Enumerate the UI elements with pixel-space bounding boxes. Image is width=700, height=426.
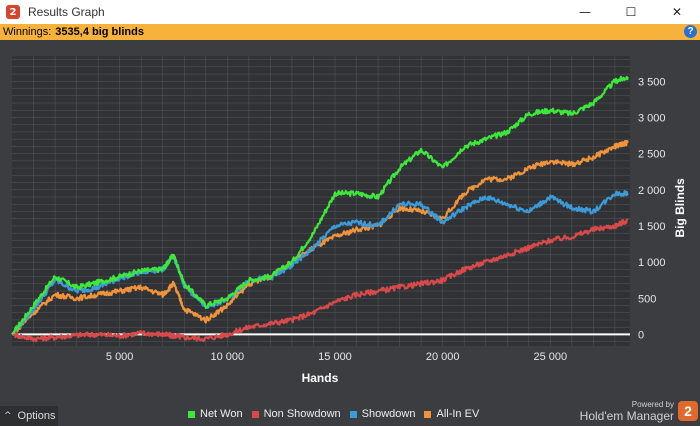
legend-item-all-in-ev[interactable]: All-In EV <box>424 408 479 420</box>
options-label: Options <box>17 410 56 422</box>
graph-area: 0 500 1 000 1 500 2 000 2 500 3 000 3 500 5 000… <box>0 40 700 426</box>
y-tick-label: 3 000 <box>638 112 666 124</box>
legend-swatch <box>251 410 259 418</box>
x-tick-label: 5 000 <box>106 351 134 363</box>
x-tick-label: 25 000 <box>533 351 567 363</box>
plot-background <box>12 56 630 346</box>
legend-label: Non Showdown <box>263 408 341 420</box>
window-controls: — ☐ ✕ <box>562 0 700 24</box>
winnings-value: 3535,4 big blinds <box>55 26 144 38</box>
y-tick-label: 2 500 <box>638 149 666 161</box>
x-axis-ticks: 5 000 10 000 15 000 20 000 25 000 <box>106 351 567 363</box>
winnings-bar: Winnings: 3535,4 big blinds ? <box>0 24 700 40</box>
options-button[interactable]: ^ Options <box>0 406 58 426</box>
series-line-showdown <box>11 190 629 336</box>
winnings-label: Winnings: <box>3 26 52 38</box>
results-chart: 0 500 1 000 1 500 2 000 2 500 3 000 3 500 5 000… <box>11 56 687 385</box>
chevron-up-icon: ^ <box>4 411 12 421</box>
help-icon[interactable]: ? <box>684 25 697 38</box>
series-lines <box>11 75 629 343</box>
brand-name: Hold'em Manager <box>579 409 674 423</box>
x-axis-label: Hands <box>302 371 339 385</box>
y-tick-label: 3 500 <box>638 76 666 88</box>
app-logo-icon: 2 <box>6 5 20 19</box>
y-tick-label: 1 000 <box>638 257 666 269</box>
series-line-non-showdown <box>11 218 629 343</box>
holdem-manager-logo-icon: 2 <box>678 401 698 421</box>
x-tick-label: 10 000 <box>211 351 245 363</box>
x-tick-label: 20 000 <box>426 351 460 363</box>
legend-label: Net Won <box>200 408 243 420</box>
y-tick-label: 2 000 <box>638 185 666 197</box>
y-tick-label: 1 500 <box>638 221 666 233</box>
legend-item-net-won[interactable]: Net Won <box>188 408 243 420</box>
legend-label: Showdown <box>361 408 416 420</box>
x-tick-label: 15 000 <box>318 351 352 363</box>
branding: Powered by Hold'em Manager <box>580 400 674 423</box>
y-tick-label: 500 <box>638 293 656 305</box>
legend-item-non-showdown[interactable]: Non Showdown <box>251 408 341 420</box>
powered-by-text: Powered by <box>631 400 674 409</box>
chart-legend: Net Won Non Showdown Showdown All-In EV <box>188 408 488 420</box>
maximize-button[interactable]: ☐ <box>625 5 637 19</box>
y-axis-label: Big Blinds <box>673 178 687 238</box>
legend-label: All-In EV <box>436 408 480 420</box>
legend-swatch <box>424 410 432 418</box>
close-button[interactable]: ✕ <box>671 5 683 19</box>
legend-item-showdown[interactable]: Showdown <box>349 408 416 420</box>
y-axis-ticks: 0 500 1 000 1 500 2 000 2 500 3 000 3 500 <box>638 76 666 341</box>
legend-swatch <box>349 410 357 418</box>
series-line-net-won <box>11 75 629 336</box>
title-bar: 2 Results Graph — ☐ ✕ <box>0 0 700 24</box>
minimize-button[interactable]: — <box>579 5 591 19</box>
window-title: Results Graph <box>28 5 105 19</box>
legend-swatch <box>188 410 195 418</box>
y-tick-label: 0 <box>638 329 644 341</box>
